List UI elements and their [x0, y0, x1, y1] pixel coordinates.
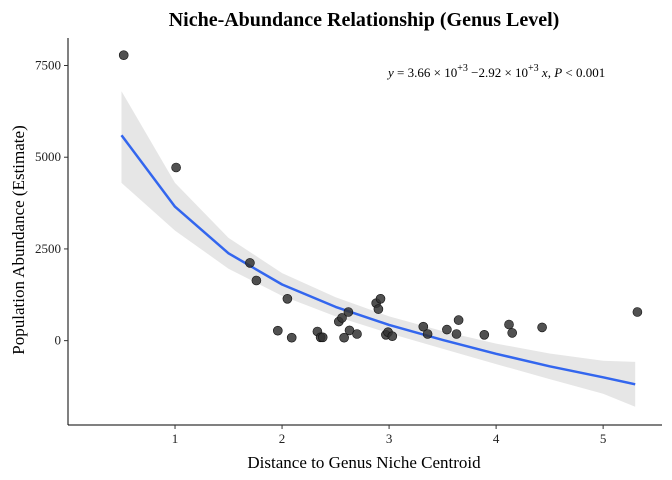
y-tick-label: 2500 [35, 241, 61, 256]
data-point [632, 307, 643, 317]
annotation-eq: = 3.66 [394, 65, 431, 80]
x-axis-title: Distance to Genus Niche Centroid [247, 453, 481, 472]
x-tick-label: 3 [386, 431, 393, 446]
x-tick-label: 4 [493, 431, 500, 446]
data-point [352, 329, 362, 339]
plot-area [118, 50, 643, 407]
fit-line-layer [120, 134, 636, 386]
data-point [507, 328, 518, 338]
regression-annotation: y = 3.66 × 10+3 −2.92 × 10+3 x, P < 0.00… [386, 63, 605, 80]
y-tick-label: 7500 [35, 58, 61, 73]
axes [67, 38, 662, 426]
data-point [343, 307, 354, 317]
data-point [537, 322, 547, 333]
data-point [422, 329, 433, 339]
chart-title: Niche-Abundance Relationship (Genus Leve… [169, 9, 560, 31]
confidence-band-layer [121, 91, 636, 407]
annotation-times1: × 10 [430, 65, 457, 80]
annotation-exp1: +3 [457, 63, 468, 74]
data-point [442, 324, 452, 335]
annotation-comma: , [548, 65, 555, 80]
data-point [504, 319, 514, 330]
fit-line [120, 134, 636, 386]
data-points-layer [118, 50, 643, 343]
annotation-p: P [553, 65, 562, 80]
data-point [387, 331, 398, 342]
x-tick-label: 1 [172, 431, 179, 446]
y-axis-title: Population Abundance (Estimate) [9, 125, 28, 354]
data-point [451, 329, 462, 339]
data-point [375, 293, 386, 304]
data-point [418, 321, 429, 332]
data-point [286, 332, 297, 343]
data-point [339, 332, 349, 343]
data-point [282, 293, 293, 304]
data-point [272, 325, 283, 336]
annotation-x: x [539, 65, 548, 80]
y-tick-label: 0 [55, 333, 62, 348]
annotation-exp2: +3 [528, 63, 539, 74]
data-point [245, 258, 255, 268]
annotation-pval: < 0.001 [562, 65, 605, 80]
data-point [479, 329, 490, 340]
annotation-minus: −2.92 × 10 [468, 65, 528, 80]
data-point [251, 275, 262, 286]
data-point [337, 313, 347, 323]
y-tick-label: 5000 [35, 149, 61, 164]
confidence-band [121, 91, 636, 407]
data-point [453, 315, 464, 325]
x-tick-label: 5 [600, 431, 607, 446]
y-axis-ticks: 0 2500 5000 7500 [35, 58, 68, 348]
data-point [373, 304, 384, 314]
x-axis-ticks: 1 2 3 4 5 [172, 425, 607, 446]
data-point [317, 332, 328, 343]
data-point [171, 162, 181, 173]
x-tick-label: 2 [279, 431, 286, 446]
annotation-y: y [386, 65, 394, 80]
data-point [118, 50, 129, 61]
